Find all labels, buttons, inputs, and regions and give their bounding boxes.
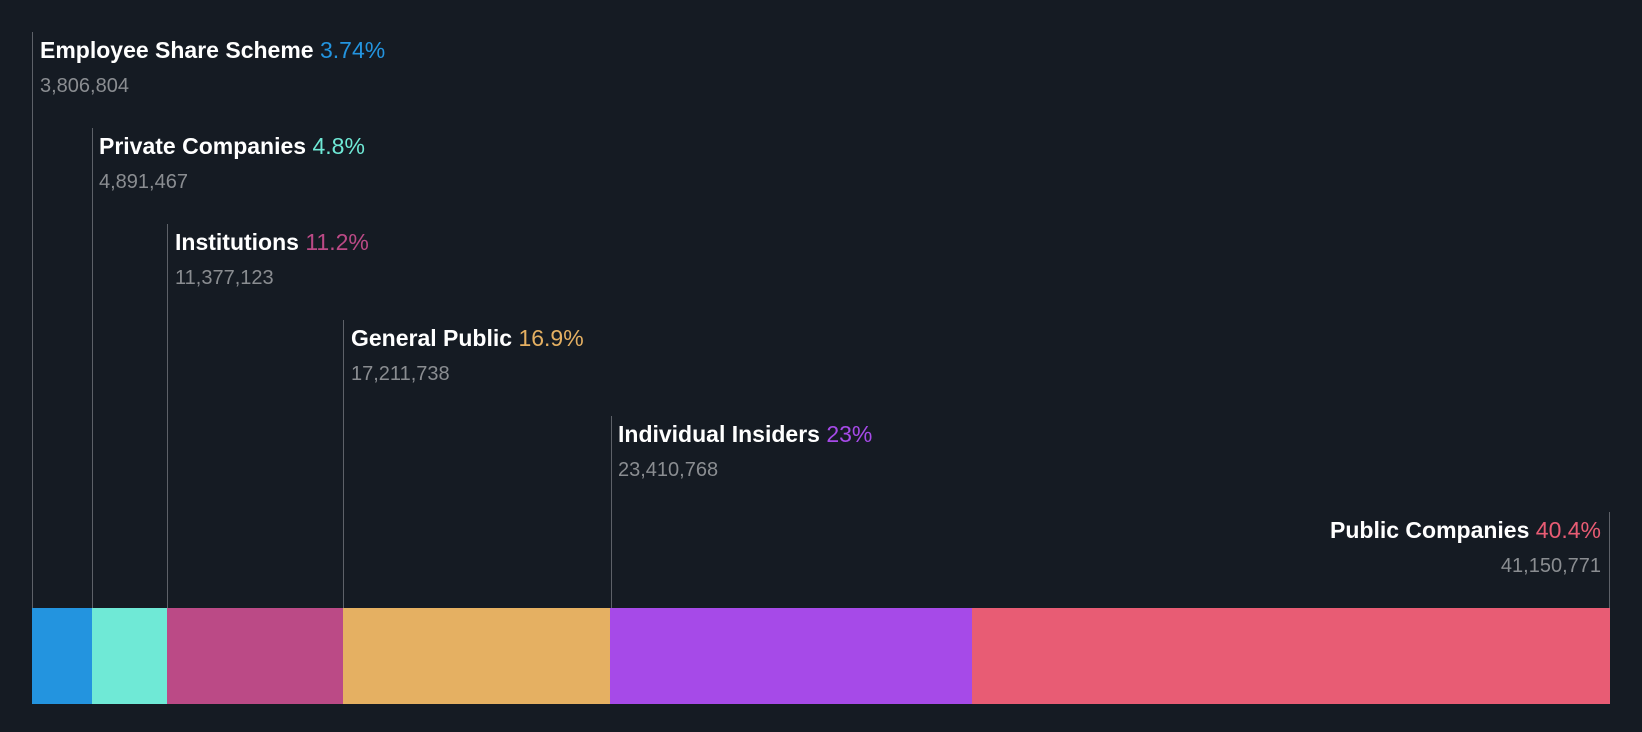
- category-percent: 3.74%: [319, 37, 386, 63]
- category-name: Private Companies: [99, 133, 307, 159]
- label-private-companies: Private Companies 4.8% 4,891,467: [99, 132, 365, 194]
- leader-line: [92, 128, 93, 608]
- label-individual-insiders: Individual Insiders 23% 23,410,768: [618, 420, 872, 482]
- category-percent: 11.2%: [305, 229, 369, 255]
- leader-line: [343, 320, 344, 608]
- leader-line: [1609, 512, 1610, 608]
- segment-employee-share-scheme: [32, 608, 92, 704]
- category-value: 17,211,738: [351, 363, 450, 385]
- category-percent: 16.9%: [518, 325, 584, 351]
- leader-line: [167, 224, 168, 608]
- category-value: 11,377,123: [175, 267, 274, 289]
- category-value: 23,410,768: [618, 459, 719, 481]
- label-employee-share-scheme: Employee Share Scheme 3.74% 3,806,804: [40, 36, 385, 98]
- category-percent: 4.8%: [312, 133, 365, 159]
- segment-general-public: [343, 608, 610, 704]
- category-name: General Public: [351, 325, 513, 351]
- category-value: 3,806,804: [40, 75, 129, 97]
- segment-public-companies: [972, 608, 1610, 704]
- leader-line: [32, 32, 33, 608]
- category-value: 41,150,771: [1500, 555, 1601, 577]
- category-name: Institutions: [175, 229, 299, 255]
- category-name: Individual Insiders: [618, 421, 820, 447]
- label-public-companies: Public Companies 40.4% 41,150,771: [1330, 516, 1601, 578]
- category-percent: 40.4%: [1535, 517, 1601, 543]
- category-name: Public Companies: [1330, 517, 1530, 543]
- segment-institutions: [167, 608, 343, 704]
- label-institutions: Institutions 11.2% 11,377,123: [175, 228, 369, 290]
- leader-line: [611, 416, 612, 608]
- segment-private-companies: [92, 608, 167, 704]
- label-general-public: General Public 16.9% 17,211,738: [351, 324, 584, 386]
- category-value: 4,891,467: [99, 171, 188, 193]
- category-name: Employee Share Scheme: [40, 37, 314, 63]
- category-percent: 23%: [826, 421, 873, 447]
- segment-individual-insiders: [610, 608, 972, 704]
